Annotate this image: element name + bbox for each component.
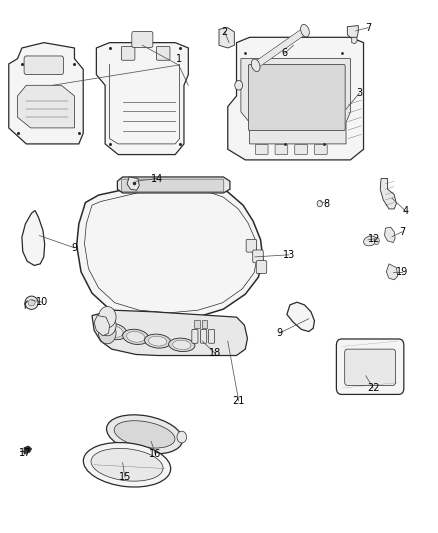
- Ellipse shape: [28, 300, 35, 306]
- FancyArrowPatch shape: [258, 32, 303, 64]
- Polygon shape: [77, 181, 263, 320]
- FancyBboxPatch shape: [121, 46, 135, 60]
- FancyBboxPatch shape: [24, 56, 64, 75]
- FancyBboxPatch shape: [156, 46, 170, 60]
- FancyBboxPatch shape: [201, 329, 207, 343]
- Polygon shape: [92, 310, 247, 356]
- FancyBboxPatch shape: [121, 179, 224, 192]
- Ellipse shape: [83, 442, 171, 487]
- Ellipse shape: [114, 421, 175, 448]
- Text: 9: 9: [71, 243, 78, 253]
- FancyBboxPatch shape: [253, 250, 263, 263]
- Ellipse shape: [105, 326, 123, 337]
- Polygon shape: [219, 28, 234, 48]
- Polygon shape: [24, 446, 32, 454]
- Ellipse shape: [235, 80, 243, 90]
- Text: 18: 18: [208, 348, 221, 358]
- Ellipse shape: [169, 338, 195, 352]
- Text: 15: 15: [119, 472, 131, 482]
- Ellipse shape: [99, 322, 116, 344]
- Polygon shape: [347, 26, 358, 37]
- FancyBboxPatch shape: [336, 339, 404, 394]
- Ellipse shape: [99, 306, 116, 328]
- FancyBboxPatch shape: [248, 64, 345, 131]
- Text: 2: 2: [222, 27, 228, 37]
- Text: 14: 14: [151, 174, 163, 183]
- Text: 10: 10: [36, 297, 49, 307]
- Polygon shape: [22, 211, 45, 265]
- FancyBboxPatch shape: [275, 144, 288, 155]
- Ellipse shape: [317, 200, 322, 207]
- FancyBboxPatch shape: [295, 144, 307, 155]
- Ellipse shape: [300, 25, 309, 37]
- Text: 16: 16: [149, 449, 162, 459]
- Text: 9: 9: [276, 328, 283, 338]
- Text: 8: 8: [323, 199, 329, 208]
- Polygon shape: [386, 264, 398, 280]
- Ellipse shape: [177, 431, 187, 443]
- Ellipse shape: [145, 334, 171, 348]
- Ellipse shape: [374, 237, 379, 245]
- Ellipse shape: [99, 314, 116, 336]
- Ellipse shape: [123, 329, 149, 344]
- Polygon shape: [18, 85, 74, 128]
- Ellipse shape: [91, 448, 163, 481]
- Ellipse shape: [101, 324, 127, 340]
- Polygon shape: [94, 316, 110, 336]
- Text: 3: 3: [356, 88, 362, 98]
- Polygon shape: [117, 177, 230, 193]
- Polygon shape: [127, 177, 139, 190]
- Text: 21: 21: [233, 396, 245, 406]
- Ellipse shape: [364, 236, 377, 246]
- Polygon shape: [352, 37, 357, 44]
- FancyBboxPatch shape: [256, 261, 267, 273]
- Ellipse shape: [127, 332, 145, 342]
- Polygon shape: [380, 179, 396, 209]
- FancyBboxPatch shape: [246, 239, 257, 252]
- FancyArrowPatch shape: [258, 32, 303, 64]
- Polygon shape: [241, 59, 350, 144]
- Text: 12: 12: [368, 234, 381, 244]
- FancyArrowPatch shape: [258, 32, 303, 64]
- Ellipse shape: [106, 415, 183, 454]
- FancyBboxPatch shape: [208, 329, 215, 343]
- Text: 4: 4: [402, 206, 408, 215]
- Text: 7: 7: [399, 227, 405, 237]
- FancyBboxPatch shape: [314, 144, 327, 155]
- FancyBboxPatch shape: [345, 349, 396, 385]
- Text: 1: 1: [176, 54, 182, 63]
- Polygon shape: [96, 43, 188, 155]
- Text: 6: 6: [282, 49, 288, 58]
- Text: 13: 13: [283, 250, 295, 260]
- FancyBboxPatch shape: [255, 144, 268, 155]
- Text: 17: 17: [19, 448, 32, 458]
- Ellipse shape: [173, 340, 191, 350]
- Text: 22: 22: [367, 383, 379, 393]
- FancyBboxPatch shape: [192, 329, 198, 343]
- Ellipse shape: [148, 336, 167, 346]
- Polygon shape: [228, 37, 364, 160]
- Polygon shape: [9, 43, 83, 144]
- Ellipse shape: [25, 296, 38, 309]
- Polygon shape: [287, 302, 314, 332]
- Text: 7: 7: [365, 23, 371, 33]
- Text: 19: 19: [396, 267, 408, 277]
- FancyBboxPatch shape: [194, 320, 200, 328]
- Ellipse shape: [251, 59, 260, 71]
- FancyBboxPatch shape: [132, 31, 153, 47]
- FancyBboxPatch shape: [202, 320, 207, 328]
- Polygon shape: [385, 227, 395, 243]
